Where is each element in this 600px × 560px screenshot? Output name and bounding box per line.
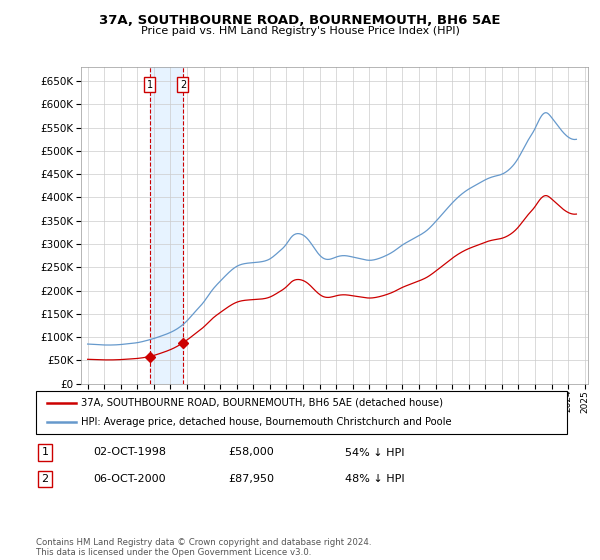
Text: 48% ↓ HPI: 48% ↓ HPI (345, 474, 404, 484)
Text: 37A, SOUTHBOURNE ROAD, BOURNEMOUTH, BH6 5AE (detached house): 37A, SOUTHBOURNE ROAD, BOURNEMOUTH, BH6 … (81, 398, 443, 408)
Text: 02-OCT-1998: 02-OCT-1998 (93, 447, 166, 458)
Text: 37A, SOUTHBOURNE ROAD, BOURNEMOUTH, BH6 5AE: 37A, SOUTHBOURNE ROAD, BOURNEMOUTH, BH6 … (99, 14, 501, 27)
Text: Price paid vs. HM Land Registry's House Price Index (HPI): Price paid vs. HM Land Registry's House … (140, 26, 460, 36)
Text: 54% ↓ HPI: 54% ↓ HPI (345, 447, 404, 458)
Text: 2: 2 (41, 474, 49, 484)
Text: £87,950: £87,950 (228, 474, 274, 484)
Text: 1: 1 (146, 80, 153, 90)
Bar (150, 67, 183, 384)
Text: £58,000: £58,000 (228, 447, 274, 458)
Text: 06-OCT-2000: 06-OCT-2000 (93, 474, 166, 484)
Text: Contains HM Land Registry data © Crown copyright and database right 2024.
This d: Contains HM Land Registry data © Crown c… (36, 538, 371, 557)
Text: 1: 1 (41, 447, 49, 458)
Text: HPI: Average price, detached house, Bournemouth Christchurch and Poole: HPI: Average price, detached house, Bour… (81, 417, 452, 427)
Text: 2: 2 (180, 80, 186, 90)
